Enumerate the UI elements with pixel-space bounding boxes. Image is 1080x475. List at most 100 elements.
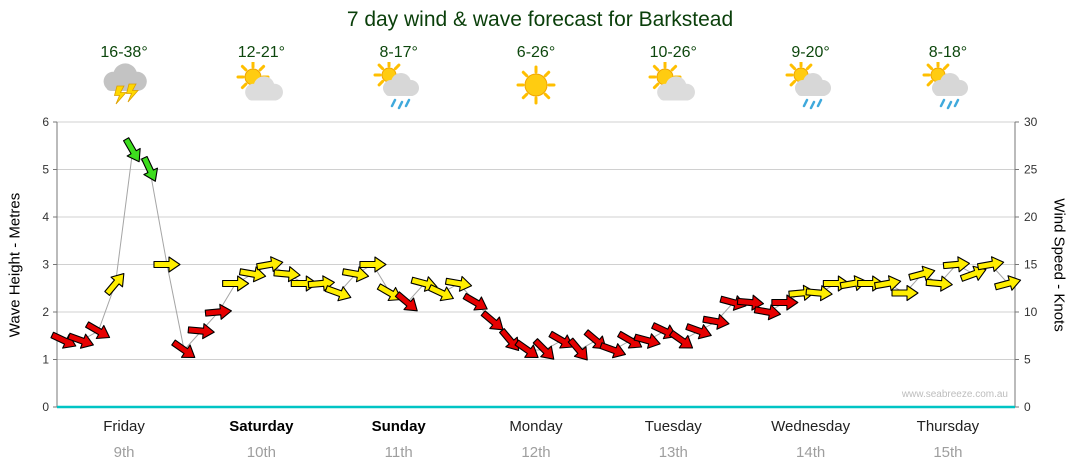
wind-arrow-shape <box>444 275 473 292</box>
right-tick-label: 10 <box>1024 305 1038 319</box>
day-temp: 10-26° <box>649 44 697 61</box>
cloud-shape <box>659 91 692 101</box>
wind-arrow <box>668 330 694 349</box>
wind-arrow-shape <box>753 304 782 321</box>
sun-ray <box>521 92 529 100</box>
day-temp: 16-38° <box>100 44 148 61</box>
wind-arrow-shape <box>702 313 730 330</box>
day-name: Monday <box>509 418 563 435</box>
wind-arrow-shape <box>976 256 1005 273</box>
right-tick-label: 15 <box>1024 258 1038 272</box>
wind-arrow-shape <box>324 285 352 302</box>
wind-arrow-shape <box>873 275 902 292</box>
wind-arrow <box>85 321 111 340</box>
raindrop-icon <box>953 98 960 108</box>
wind-arrow <box>805 285 833 302</box>
wind-arrow <box>499 328 520 352</box>
wind-arrow-shape <box>583 329 607 350</box>
wind-arrow <box>204 303 232 320</box>
wind-arrow <box>599 342 627 359</box>
day-date: 10th <box>246 444 276 461</box>
wind-arrow <box>771 294 799 311</box>
wind-arrow <box>171 339 196 359</box>
cloud-shape <box>384 87 415 96</box>
wind-arrow-shape <box>499 328 520 352</box>
lightning-icon <box>126 83 139 103</box>
day-date: 15th <box>933 444 963 461</box>
weather-icon-showers <box>373 62 419 110</box>
page-title: 7 day wind & wave forecast for Barkstead <box>346 8 734 31</box>
sun-ray <box>258 64 266 72</box>
wind-arrow-shape <box>141 155 159 182</box>
day-date: 9th <box>113 444 135 461</box>
wind-arrow-shape <box>67 332 94 349</box>
sun-ray <box>393 63 401 71</box>
wind-arrow-shape <box>805 285 833 302</box>
wind-arrow-shape <box>685 323 712 340</box>
wind-arrow-shape <box>908 265 936 282</box>
wind-arrow <box>976 256 1005 273</box>
sun-ray <box>670 64 678 72</box>
weather-icon-showers <box>922 62 968 110</box>
right-tick-label: 5 <box>1024 353 1031 367</box>
left-tick-label: 5 <box>42 163 49 177</box>
weather-icon-partly-cloudy <box>648 62 696 101</box>
cloud-shape <box>933 87 964 96</box>
day-name: Friday <box>103 418 145 435</box>
cloud-shape <box>106 80 143 91</box>
wind-arrow <box>273 266 301 283</box>
wind-arrow-shape <box>238 266 267 283</box>
wind-arrow-shape <box>925 275 953 292</box>
gridlines <box>57 121 1015 360</box>
wind-arrow <box>548 330 574 349</box>
wind-arrow <box>444 275 473 292</box>
wind-arrow-shape <box>480 310 504 331</box>
weather-icon-showers <box>785 62 831 110</box>
sun-ray <box>543 92 551 100</box>
wind-arrow-shape <box>548 330 574 349</box>
right-tick-label: 20 <box>1024 210 1038 224</box>
raindrop-icon <box>802 98 808 108</box>
wind-arrow-shape <box>341 266 370 283</box>
right-tick-label: 30 <box>1024 115 1038 129</box>
wind-arrow <box>873 275 902 292</box>
sun-ray <box>241 82 248 90</box>
wind-arrow <box>702 313 730 330</box>
right-axis-title: Wind Speed - Knots <box>1050 198 1068 332</box>
wind-arrow <box>222 275 250 292</box>
wind-arrow-shape <box>567 337 588 361</box>
wind-arrow-shape <box>462 292 488 311</box>
wind-arrow <box>238 266 267 283</box>
watermark: www.seabreeze.com.au <box>901 389 1008 400</box>
weather-icon-storm <box>103 63 147 105</box>
wind-arrow-shape <box>394 291 418 312</box>
day-name: Tuesday <box>644 418 702 435</box>
wind-arrow <box>256 256 284 273</box>
day-date: 11th <box>384 444 413 461</box>
sun-ray <box>926 79 934 87</box>
left-tick-label: 6 <box>42 115 49 129</box>
wind-arrow-shape <box>599 342 627 359</box>
wind-arrow <box>480 310 504 331</box>
weather-icon-partly-cloudy <box>236 62 284 101</box>
left-tick-label: 2 <box>42 305 49 319</box>
day-name: Saturday <box>229 418 294 435</box>
cloud-shape <box>796 87 827 96</box>
day-temp: 12-21° <box>237 44 286 61</box>
wind-arrow-shape <box>123 137 141 163</box>
wind-arrow <box>341 266 370 283</box>
wind-arrow <box>633 333 661 349</box>
wind-arrow-shape <box>359 256 387 273</box>
wind-arrow <box>359 256 387 273</box>
right-tick-label: 0 <box>1024 400 1031 414</box>
wind-arrow-shape <box>942 256 971 273</box>
wind-arrow-shape <box>771 294 799 311</box>
wind-arrow-shape <box>171 339 196 359</box>
cloud-shape <box>247 91 280 101</box>
axis-ticks: 0 1 2 3 4 5 6 0 5 10 15 20 25 30 <box>42 115 1037 414</box>
wind-arrow-shape <box>104 272 125 296</box>
wind-arrow <box>583 329 607 350</box>
wind-arrow <box>532 338 555 360</box>
